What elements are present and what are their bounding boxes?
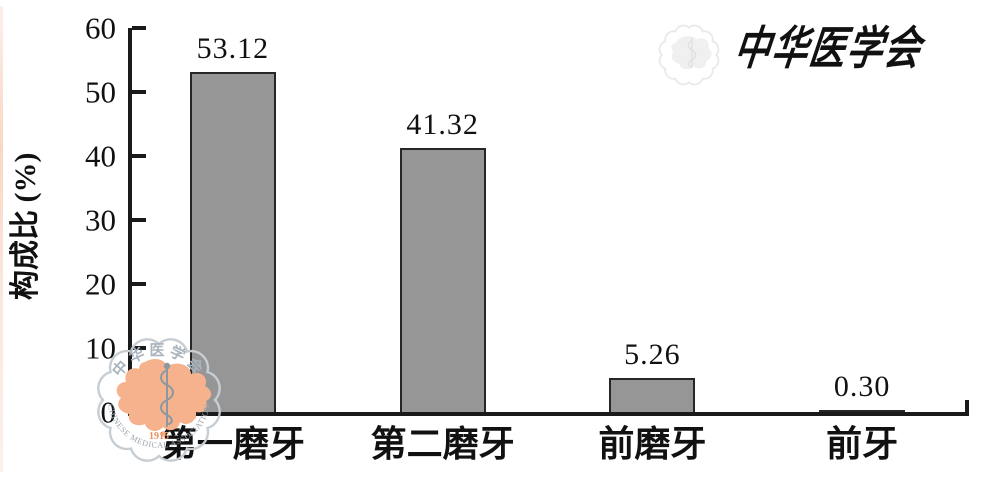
category-label-2: 第二磨牙 <box>370 424 515 464</box>
cma-ghost-logo-icon <box>658 24 720 86</box>
bar-3 <box>609 378 696 412</box>
x-axis-end-tick <box>965 400 969 412</box>
bar-4 <box>819 410 906 412</box>
cma-seal-watermark: 中华医学会 1915 CHINESE MEDICAL ASSOCIATION <box>97 338 221 462</box>
value-label-2: 41.32 <box>406 107 479 141</box>
value-label-1: 53.12 <box>196 32 270 66</box>
y-tick-label-0: 0 <box>100 394 117 430</box>
ghost-staff-snake-icon <box>687 37 697 69</box>
category-label-1: 第一磨牙 <box>160 424 305 464</box>
category-label-3: 前磨牙 <box>598 424 707 464</box>
x-axis-line <box>128 412 969 416</box>
value-label-3: 5.26 <box>624 338 681 372</box>
y-tick-label-60: 60 <box>85 10 116 46</box>
scan-edge-artifact <box>0 6 3 472</box>
y-tick-mark-10 <box>132 346 146 350</box>
bar-2 <box>399 147 486 412</box>
y-tick-mark-30 <box>132 218 146 222</box>
y-tick-mark-20 <box>132 282 146 286</box>
ghost-scallop-ring <box>658 24 720 86</box>
y-tick-mark-60 <box>132 26 146 30</box>
value-label-4: 0.30 <box>833 370 891 404</box>
seal-year: 1915 <box>149 431 169 442</box>
plot-area: 53.12 41.32 5.26 0.30 <box>128 26 967 412</box>
seal-china-map <box>116 359 212 431</box>
seal-hainan-island <box>160 431 166 437</box>
y-tick-label-40: 40 <box>85 138 116 174</box>
seal-staff-snake-icon <box>160 362 174 427</box>
y-axis-line <box>128 28 132 416</box>
y-tick-label-50: 50 <box>85 74 116 110</box>
category-label-4: 前牙 <box>826 424 899 464</box>
y-tick-label-10: 10 <box>85 330 116 366</box>
seal-taiwan-island <box>191 414 197 420</box>
y-tick-mark-40 <box>132 154 146 158</box>
y-tick-mark-50 <box>132 90 146 94</box>
y-tick-label-30: 30 <box>85 202 116 238</box>
bar-1 <box>189 72 276 412</box>
y-tick-label-20: 20 <box>85 266 116 302</box>
seal-scallop-ring <box>97 338 221 462</box>
